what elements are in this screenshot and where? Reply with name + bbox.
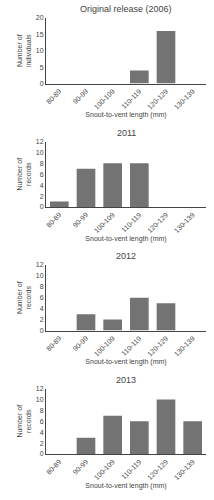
svg-text:20: 20 [36,14,44,21]
svg-text:12: 12 [36,138,44,145]
svg-text:Snout-to-vent length (mm): Snout-to-vent length (mm) [85,358,166,366]
svg-text:10: 10 [36,396,44,403]
svg-text:110-119: 110-119 [120,211,142,233]
svg-text:4: 4 [40,429,44,436]
svg-text:100-109: 100-109 [93,458,116,481]
svg-text:130-139: 130-139 [173,458,196,481]
svg-text:130-139: 130-139 [173,335,196,358]
svg-text:120-129: 120-129 [146,458,169,481]
svg-text:6: 6 [40,294,44,301]
svg-text:120-129: 120-129 [146,335,169,358]
svg-text:Number ofrecords: Number ofrecords [16,158,32,191]
svg-text:90-99: 90-99 [72,458,90,476]
svg-text:110-119: 110-119 [120,335,142,357]
svg-text:0: 0 [40,450,44,457]
svg-text:80-89: 80-89 [45,211,63,229]
svg-text:2011: 2011 [117,128,136,138]
svg-text:0: 0 [40,80,44,87]
svg-text:90-99: 90-99 [72,335,90,353]
svg-text:2012: 2012 [116,251,136,261]
svg-text:110-119: 110-119 [120,458,142,480]
svg-text:12: 12 [36,385,44,392]
svg-text:5: 5 [40,64,44,71]
svg-text:2013: 2013 [116,375,136,385]
svg-text:15: 15 [36,31,44,38]
svg-text:4: 4 [40,305,44,312]
svg-text:100-109: 100-109 [93,88,116,111]
svg-text:100-109: 100-109 [93,335,116,358]
svg-text:6: 6 [40,418,44,425]
svg-text:Original release (2006): Original release (2006) [80,4,172,14]
svg-text:10: 10 [36,149,44,156]
svg-text:8: 8 [40,407,44,414]
svg-text:6: 6 [40,171,44,178]
svg-text:Snout-to-vent length (mm): Snout-to-vent length (mm) [85,235,166,243]
svg-text:80-89: 80-89 [45,88,63,106]
svg-text:12: 12 [36,261,44,268]
svg-text:120-129: 120-129 [146,88,169,111]
svg-text:0: 0 [40,203,44,210]
svg-text:10: 10 [36,47,44,54]
svg-text:2: 2 [40,440,44,447]
svg-text:0: 0 [40,327,44,334]
svg-text:90-99: 90-99 [72,211,90,229]
svg-text:Number ofrecords: Number ofrecords [16,405,32,438]
svg-text:110-119: 110-119 [120,88,142,110]
svg-text:80-89: 80-89 [45,458,63,476]
svg-text:4: 4 [40,182,44,189]
svg-text:Snout-to-vent length (mm): Snout-to-vent length (mm) [85,111,166,119]
svg-text:100-109: 100-109 [93,211,116,234]
svg-text:10: 10 [36,272,44,279]
svg-text:8: 8 [40,160,44,167]
svg-text:8: 8 [40,283,44,290]
svg-text:Snout-to-vent length (mm): Snout-to-vent length (mm) [85,482,166,490]
svg-text:2: 2 [40,316,44,323]
svg-text:2: 2 [40,193,44,200]
svg-text:80-89: 80-89 [45,335,63,353]
svg-text:130-139: 130-139 [173,88,196,111]
svg-text:Number ofindividuals: Number ofindividuals [16,34,32,67]
svg-text:130-139: 130-139 [173,211,196,234]
svg-text:120-129: 120-129 [146,211,169,234]
svg-text:Number ofrecords: Number ofrecords [16,281,32,314]
svg-text:90-99: 90-99 [72,88,90,106]
